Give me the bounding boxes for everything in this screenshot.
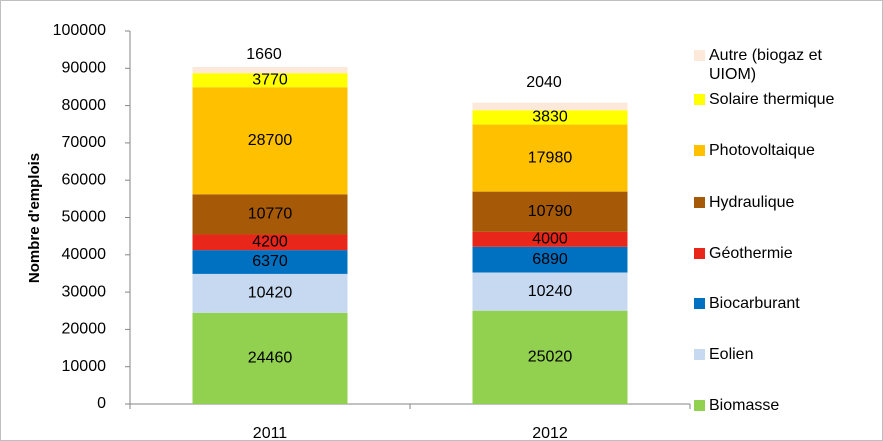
legend-swatch — [694, 400, 705, 411]
y-tick-label: 10000 — [62, 358, 107, 375]
y-tick-label: 30000 — [62, 283, 107, 300]
legend-label: Photovoltaique — [709, 142, 815, 159]
y-tick-label: 90000 — [62, 60, 107, 77]
legend-item: Photovoltaique — [694, 141, 883, 160]
bar-segment — [472, 191, 628, 232]
data-label: 24460 — [248, 350, 293, 367]
data-label: 2040 — [526, 74, 562, 91]
x-tick-label: 2011 — [253, 425, 288, 441]
legend-label: Géothermie — [709, 245, 793, 262]
bar-segment — [472, 246, 628, 273]
data-label: 3830 — [532, 109, 568, 126]
legend-swatch — [694, 50, 705, 61]
legend-swatch — [694, 94, 705, 105]
y-tick-label: 60000 — [62, 171, 107, 188]
data-label: 17980 — [528, 149, 573, 166]
y-tick-label: 50000 — [62, 209, 107, 226]
bar-segment — [472, 272, 628, 311]
legend-label: Autre (biogaz et UIOM) — [709, 47, 822, 83]
bar-segment — [192, 234, 348, 251]
legend-swatch — [694, 349, 705, 360]
legend-swatch — [694, 298, 705, 309]
data-label: 3770 — [252, 71, 288, 88]
bar-segment — [472, 110, 628, 125]
bar-segment — [192, 273, 348, 313]
y-tick-label: 20000 — [62, 321, 107, 338]
y-tick-label: 70000 — [62, 134, 107, 151]
legend-item: Biocarburant — [694, 294, 883, 313]
legend-item: Solaire thermique — [694, 90, 883, 109]
x-tick-label: 2012 — [532, 425, 568, 441]
data-label: 10770 — [248, 206, 293, 223]
bar-segment — [472, 231, 628, 247]
data-label: 10240 — [528, 283, 573, 300]
bar-segment — [192, 194, 348, 235]
bar-segment — [472, 310, 628, 404]
bar-segment — [472, 102, 628, 111]
data-label: 1660 — [246, 46, 282, 63]
bar-segment — [192, 87, 348, 195]
bar-segment — [192, 66, 348, 74]
data-label: 10790 — [528, 203, 573, 220]
legend-item: Géothermie — [694, 244, 883, 263]
legend-item: Autre (biogaz et UIOM) — [694, 46, 883, 84]
bar-segment — [192, 73, 348, 88]
bar-segment — [472, 124, 628, 192]
y-tick-label: 40000 — [62, 246, 107, 263]
bar-segment — [192, 250, 348, 274]
y-tick-label: 80000 — [62, 97, 107, 114]
legend-item: Hydraulique — [694, 193, 883, 212]
data-label: 10420 — [248, 285, 293, 302]
legend-item: Eolien — [694, 345, 883, 364]
data-label: 6370 — [252, 253, 288, 270]
legend-label: Hydraulique — [709, 194, 795, 211]
y-tick-label: 100000 — [53, 22, 106, 39]
y-tick-label: 0 — [97, 395, 106, 412]
legend-label: Eolien — [709, 346, 754, 363]
bar-segment — [192, 312, 348, 404]
y-axis-label: Nombre d'emplois — [26, 153, 43, 283]
legend-swatch — [694, 248, 705, 259]
data-label: 25020 — [528, 349, 573, 366]
legend-item: Biomasse — [694, 396, 883, 415]
legend-label: Biocarburant — [709, 295, 800, 312]
data-label: 4000 — [532, 231, 568, 248]
legend-swatch — [694, 197, 705, 208]
legend-label: Solaire thermique — [709, 91, 835, 108]
data-label: 4200 — [252, 234, 288, 251]
data-label: 6890 — [532, 251, 568, 268]
legend-label: Biomasse — [709, 397, 780, 414]
data-label: 28700 — [248, 132, 293, 149]
legend-swatch — [694, 145, 705, 156]
